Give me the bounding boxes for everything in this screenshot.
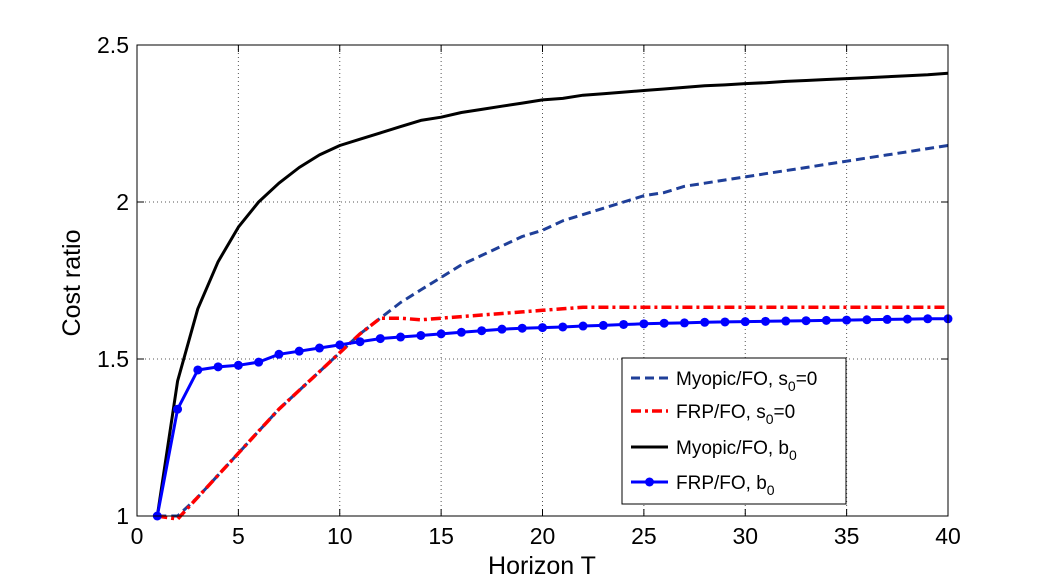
series-marker (294, 346, 304, 356)
series-marker (700, 317, 710, 327)
series-marker (538, 323, 547, 333)
series-marker (598, 320, 608, 330)
legend-label-0: Myopic/FO, s0=0 (676, 369, 817, 394)
series-marker (862, 315, 872, 325)
series-marker (193, 365, 203, 375)
series-marker (436, 329, 446, 339)
x-tick-label: 15 (428, 523, 454, 549)
series-marker (558, 322, 568, 332)
series-marker (456, 327, 466, 337)
y-tick-label: 1.5 (97, 346, 129, 372)
series-marker (274, 349, 284, 359)
series-marker (659, 318, 669, 328)
series-line-2 (155, 71, 949, 517)
series-marker (578, 321, 588, 331)
series-marker (375, 334, 385, 344)
legend-box (621, 357, 847, 505)
series-marker (497, 324, 507, 334)
series-marker (254, 357, 264, 367)
series-marker (801, 316, 811, 326)
series-marker (740, 317, 750, 327)
x-axis-label: Horizon T (488, 552, 596, 580)
legend-label-1: FRP/FO, s0=0 (676, 402, 795, 427)
series-marker (517, 323, 527, 333)
series-marker (314, 343, 324, 353)
series-marker (355, 337, 365, 347)
x-tick-label: 30 (732, 523, 758, 549)
series-marker (882, 314, 892, 324)
series-marker (335, 340, 345, 350)
series-marker (761, 316, 771, 326)
y-tick-label: 1 (116, 503, 129, 529)
y-axis-label: Cost ratio (58, 230, 86, 337)
series-layer (152, 71, 953, 521)
series-marker (720, 317, 730, 327)
series-marker (619, 319, 629, 329)
series-marker (679, 318, 689, 328)
series-marker (781, 316, 791, 326)
series-marker (416, 330, 426, 340)
x-tick-label: 20 (530, 523, 556, 549)
ticks: 0 5 10 15 20 25 30 35 40 1 1.5 2 2.5 (97, 32, 961, 549)
series-marker (477, 326, 487, 336)
series-marker (821, 315, 831, 325)
series-line-1 (157, 305, 948, 521)
series-line-0 (157, 144, 949, 518)
legend: Myopic/FO, s0=0 FRP/FO, s0=0 Myopic/FO, b0… (621, 357, 847, 505)
x-tick-label: 40 (935, 523, 961, 549)
legend-label-3: FRP/FO, b0 (676, 473, 775, 498)
y-tick-label: 2.5 (97, 32, 129, 58)
legend-marker (645, 477, 654, 487)
legend-label-2: Myopic/FO, b0 (676, 438, 797, 463)
series-marker (396, 332, 406, 342)
series-marker (842, 315, 852, 325)
series-marker (902, 314, 912, 324)
series-marker (213, 362, 223, 372)
series-marker (639, 319, 649, 329)
series-marker (923, 314, 933, 324)
x-tick-label: 35 (834, 523, 860, 549)
series-marker (233, 360, 243, 370)
series-marker (173, 404, 183, 414)
series-line-3 (155, 317, 948, 517)
x-tick-label: 5 (232, 523, 245, 549)
x-tick-label: 10 (327, 523, 353, 549)
x-tick-label: 25 (631, 523, 657, 549)
x-tick-label: 0 (131, 523, 144, 549)
y-tick-label: 2 (116, 189, 129, 215)
